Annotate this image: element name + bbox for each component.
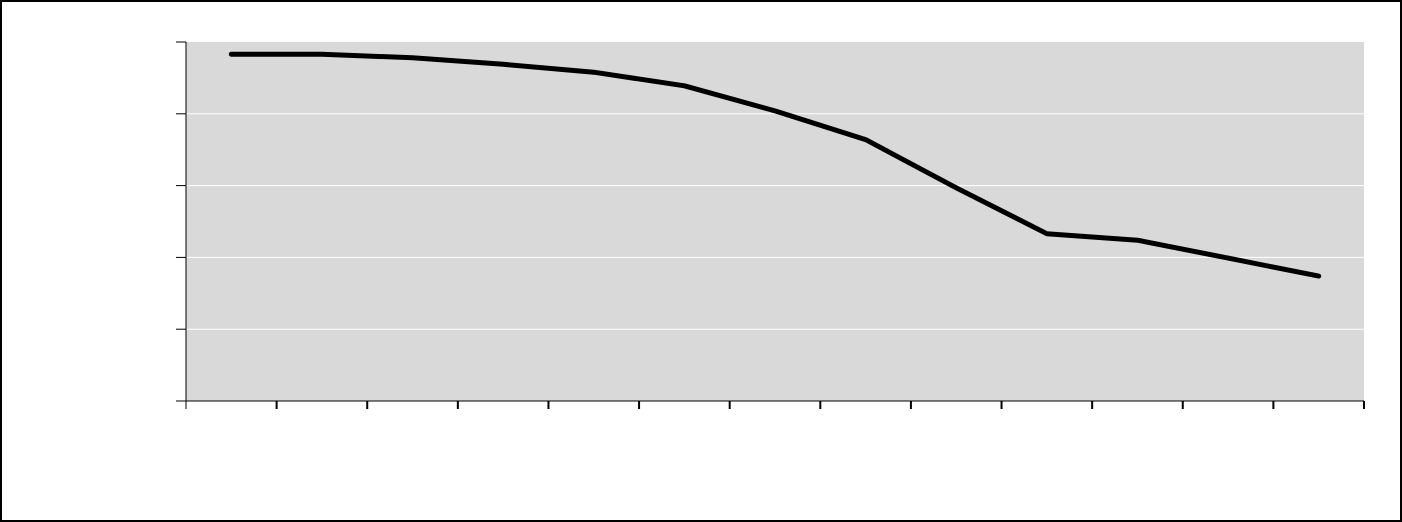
plot-area xyxy=(186,42,1364,401)
